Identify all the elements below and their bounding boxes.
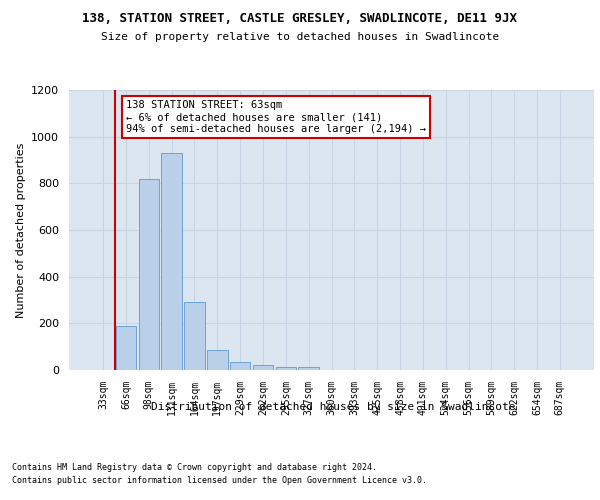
Y-axis label: Number of detached properties: Number of detached properties [16,142,26,318]
Text: Contains public sector information licensed under the Open Government Licence v3: Contains public sector information licen… [12,476,427,485]
Text: Distribution of detached houses by size in Swadlincote: Distribution of detached houses by size … [151,402,515,412]
Text: Size of property relative to detached houses in Swadlincote: Size of property relative to detached ho… [101,32,499,42]
Bar [298,367,319,370]
Bar [161,153,182,370]
Bar [230,362,250,370]
Bar [207,350,227,370]
Text: Contains HM Land Registry data © Crown copyright and database right 2024.: Contains HM Land Registry data © Crown c… [12,462,377,471]
Bar [253,366,273,370]
Text: 138 STATION STREET: 63sqm
← 6% of detached houses are smaller (141)
94% of semi-: 138 STATION STREET: 63sqm ← 6% of detach… [126,100,426,134]
Bar [275,366,296,370]
Bar [139,178,159,370]
Bar [184,302,205,370]
Bar [116,326,136,370]
Text: 138, STATION STREET, CASTLE GRESLEY, SWADLINCOTE, DE11 9JX: 138, STATION STREET, CASTLE GRESLEY, SWA… [83,12,517,26]
